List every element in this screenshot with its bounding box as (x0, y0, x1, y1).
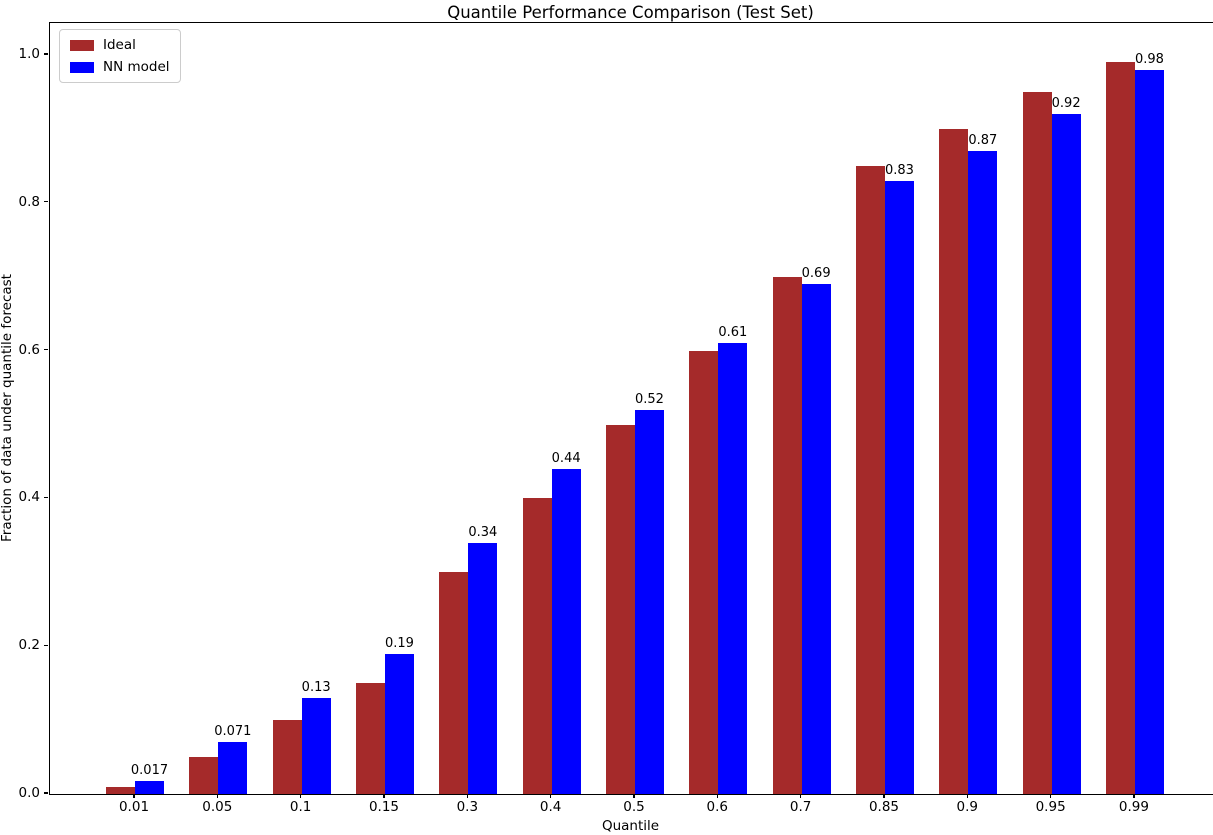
bar-ideal-0.1 (272, 720, 302, 794)
bar-nn-model-0.7 (801, 284, 831, 794)
bars-layer: 0.017 0.071 0.13 0.19 0.34 0.44 0.52 0.61 0.69 0.… (50, 23, 1213, 794)
y-tick-label: 0.0 (18, 785, 40, 801)
plot-area: 0.017 0.071 0.13 0.19 0.34 0.44 0.52 0.61 0.69 0.… (49, 22, 1213, 795)
y-tick-label: 0.8 (18, 193, 40, 210)
bar-ideal-0.15 (355, 683, 385, 794)
x-tick-mark (1133, 794, 1135, 798)
y-tick-mark (44, 201, 48, 203)
x-tick-label: 0.99 (1118, 799, 1149, 815)
bar-nn-model-0.9 (968, 151, 998, 794)
bar-value-label: 0.34 (468, 524, 498, 540)
x-tick-label: 0.7 (789, 799, 812, 815)
x-tick-label: 0.1 (289, 799, 312, 815)
x-axis-label: Quantile (601, 818, 660, 834)
bar-nn-model-0.1 (301, 697, 331, 794)
legend-label: NN model (103, 59, 170, 75)
legend-label: Ideal (103, 37, 136, 53)
x-tick-label: 0.6 (706, 799, 729, 815)
x-tick-mark (466, 794, 468, 798)
x-tick-mark (383, 794, 385, 798)
x-tick-mark (550, 794, 552, 798)
bar-nn-model-0.05 (218, 741, 248, 794)
x-tick-mark (300, 794, 302, 798)
legend: Ideal NN model (59, 29, 181, 83)
chart-title: Quantile Performance Comparison (Test Se… (447, 3, 814, 22)
bar-ideal-0.99 (1105, 62, 1135, 794)
bar-value-label: 0.98 (1134, 51, 1164, 67)
y-tick-label: 0.2 (18, 637, 40, 654)
bar-ideal-0.7 (772, 276, 802, 794)
bar-value-label: 0.017 (130, 763, 169, 779)
bar-ideal-0.5 (605, 424, 635, 794)
bar-value-label: 0.19 (385, 635, 414, 651)
y-tick-label: 1.0 (18, 46, 40, 62)
bar-nn-model-0.15 (384, 653, 414, 794)
bar-ideal-0.01 (106, 786, 135, 794)
legend-swatch-icon (70, 61, 94, 73)
x-tick-mark (133, 794, 135, 798)
x-tick-label: 0.01 (118, 799, 150, 815)
bar-value-label: 0.61 (718, 325, 748, 341)
x-tick-mark (966, 794, 968, 798)
bar-ideal-0.05 (189, 757, 219, 794)
x-tick-label: 0.4 (539, 799, 562, 815)
y-tick-label: 0.4 (18, 489, 40, 506)
bar-nn-model-0.3 (468, 542, 498, 794)
bar-nn-model-0.95 (1051, 114, 1081, 794)
bar-ideal-0.3 (439, 572, 469, 794)
legend-swatch-icon (70, 39, 94, 51)
bar-nn-model-0.5 (634, 409, 664, 794)
bar-value-label: 0.44 (551, 450, 581, 466)
x-tick-label: 0.3 (456, 799, 479, 815)
x-tick-label: 0.5 (623, 799, 645, 815)
legend-item-ideal: Ideal (70, 37, 170, 53)
y-axis-label: Fraction of data under quantile forecast (0, 274, 15, 542)
y-tick-mark (44, 496, 48, 498)
bar-nn-model-0.01 (135, 781, 164, 794)
bar-value-label: 0.69 (801, 266, 831, 282)
x-tick-mark (716, 794, 718, 798)
bar-value-label: 0.87 (968, 133, 998, 149)
bar-value-label: 0.83 (884, 162, 914, 178)
bar-ideal-0.9 (939, 128, 969, 794)
legend-item-nn-model: NN model (70, 59, 170, 75)
x-tick-label: 0.15 (368, 799, 400, 815)
y-tick-mark (44, 644, 48, 646)
x-tick-mark (800, 794, 802, 798)
x-tick-mark (1050, 794, 1052, 798)
bar-value-label: 0.92 (1051, 96, 1081, 112)
x-tick-mark (633, 794, 635, 798)
bar-ideal-0.85 (855, 165, 885, 794)
bar-nn-model-0.85 (884, 180, 914, 794)
x-tick-label: 0.95 (1035, 799, 1066, 815)
x-tick-label: 0.9 (956, 799, 979, 815)
x-tick-mark (883, 794, 885, 798)
bar-value-label: 0.071 (214, 723, 252, 739)
y-tick-mark (44, 792, 48, 794)
bar-ideal-0.95 (1022, 91, 1052, 794)
bar-ideal-0.6 (689, 350, 719, 794)
y-tick-mark (44, 349, 48, 351)
bar-nn-model-0.4 (551, 468, 581, 794)
y-tick-mark (44, 53, 48, 55)
y-tick-label: 0.6 (18, 341, 40, 358)
x-tick-mark (216, 794, 218, 798)
bar-ideal-0.4 (522, 498, 552, 794)
bar-nn-model-0.6 (718, 343, 748, 794)
x-tick-label: 0.05 (202, 799, 233, 815)
x-tick-label: 0.85 (868, 799, 899, 815)
bar-value-label: 0.13 (301, 679, 331, 695)
bar-value-label: 0.52 (634, 391, 664, 407)
bar-nn-model-0.99 (1134, 69, 1164, 794)
